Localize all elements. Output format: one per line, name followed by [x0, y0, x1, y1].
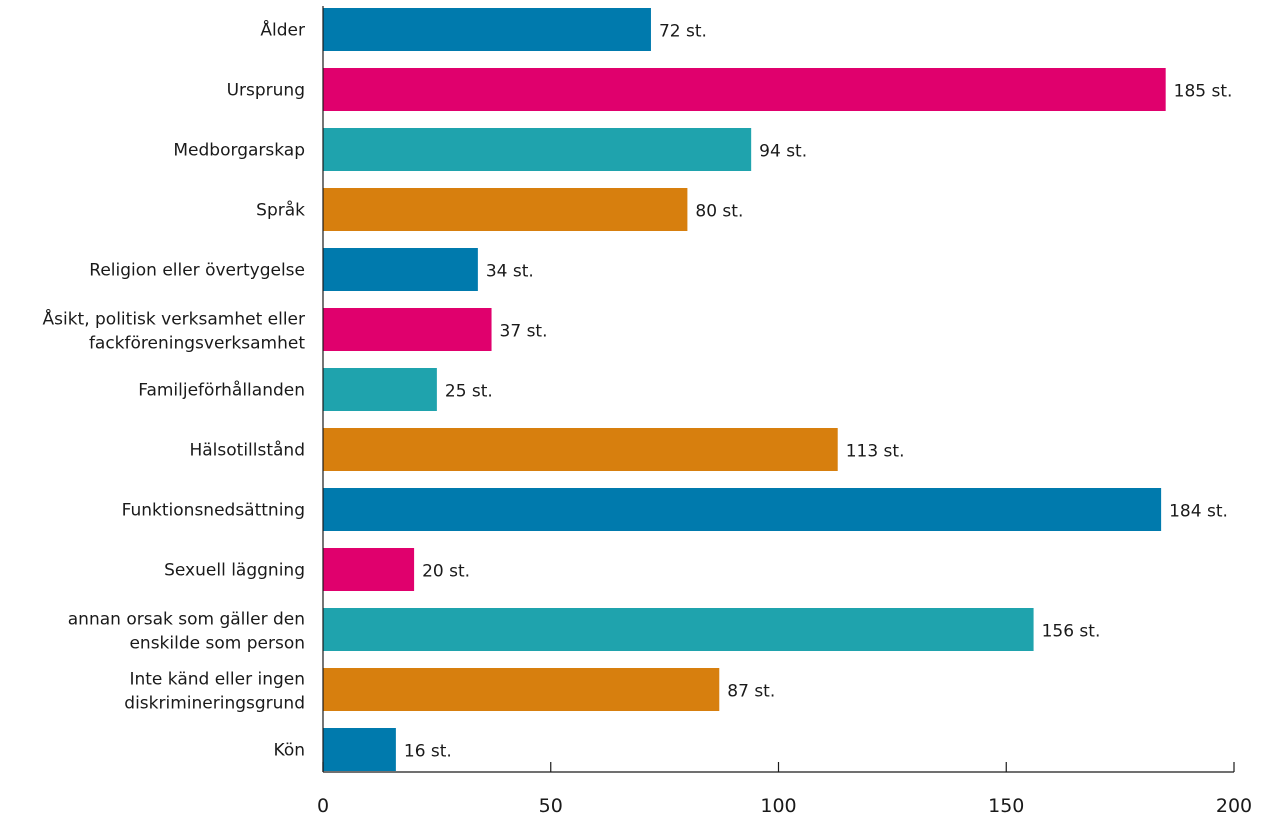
value-label-0: 72 st. [659, 22, 707, 42]
category-label-4: Religion eller övertygelse [89, 261, 305, 281]
bar-10 [323, 608, 1034, 651]
x-tick-label-1: 50 [539, 795, 563, 817]
category-label-7: Hälsotillstånd [189, 440, 305, 461]
x-tick-label-4: 200 [1216, 795, 1252, 817]
bar-1 [323, 68, 1166, 111]
bar-6 [323, 368, 437, 411]
bars-group [323, 8, 1166, 771]
x-tick-label-0: 0 [317, 795, 329, 817]
value-label-6: 25 st. [445, 382, 493, 402]
value-label-2: 94 st. [759, 142, 807, 162]
bar-3 [323, 188, 688, 231]
category-label-2: Medborgarskap [173, 141, 305, 161]
value-label-7: 113 st. [846, 442, 905, 462]
axes-group: 0 50 100 150 200 [317, 6, 1252, 817]
value-label-10: 156 st. [1042, 622, 1101, 642]
category-label-3: Språk [256, 200, 305, 221]
bar-0 [323, 8, 651, 51]
value-labels: 72 st. 185 st. 94 st. 80 st. 34 st. 37 st. 25 … [404, 22, 1233, 762]
category-label-9: Sexuell läggning [164, 561, 305, 581]
bar-9 [323, 548, 415, 591]
bar-8 [323, 488, 1162, 531]
x-tick-label-3: 150 [988, 795, 1024, 817]
value-label-3: 80 st. [695, 202, 743, 222]
value-label-11: 87 st. [727, 682, 775, 702]
value-label-1: 185 st. [1174, 82, 1233, 102]
value-label-9: 20 st. [422, 562, 470, 582]
category-label-6: Familjeförhållanden [138, 380, 305, 401]
value-label-8: 184 st. [1169, 502, 1228, 522]
category-label-12: Kön [274, 741, 305, 761]
category-labels: Ålder Ursprung Medborgarskap Språk Religion … [42, 19, 305, 761]
bar-12 [323, 728, 396, 771]
category-label-8: Funktionsnedsättning [122, 501, 305, 521]
value-label-4: 34 st. [486, 262, 534, 282]
x-tick-label-2: 100 [760, 795, 796, 817]
value-label-5: 37 st. [500, 322, 548, 342]
category-label-5: Åsikt, politisk verksamhet eller fackföre… [42, 308, 305, 354]
category-label-1: Ursprung [227, 81, 305, 101]
category-label-10: annan orsak som gäller den enskilde som p… [68, 610, 305, 654]
bar-7 [323, 428, 838, 471]
bar-4 [323, 248, 478, 291]
category-label-11: Inte känd eller ingen diskrimineringsgrun… [124, 670, 305, 714]
category-label-0: Ålder [260, 19, 305, 41]
value-label-12: 16 st. [404, 742, 452, 762]
bar-11 [323, 668, 720, 711]
bar-2 [323, 128, 752, 171]
bar-5 [323, 308, 492, 351]
